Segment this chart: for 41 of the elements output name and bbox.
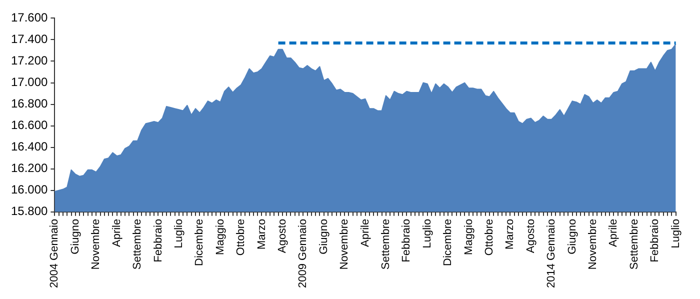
x-tick-label: Marzo bbox=[256, 218, 268, 250]
x-tick-label: Novembre bbox=[338, 218, 351, 270]
y-tick-label: 16.000 bbox=[11, 182, 48, 197]
x-tick-label: Aprile bbox=[608, 218, 620, 248]
x-tick-label: Giugno bbox=[566, 218, 578, 254]
y-tick-label: 15.800 bbox=[11, 204, 48, 218]
y-tick-label: 16.200 bbox=[11, 161, 48, 176]
x-tick-label: Novembre bbox=[90, 218, 102, 270]
x-tick-label: Maggio bbox=[462, 218, 475, 255]
x-tick-label: Luglio bbox=[421, 218, 434, 248]
x-tick-label: Febbraio bbox=[649, 218, 662, 262]
x-tick-label: Aprile bbox=[359, 218, 372, 248]
x-tick-label: Ottobre bbox=[235, 218, 248, 256]
y-tick-label: 16.600 bbox=[11, 118, 48, 132]
x-tick-label: Agosto bbox=[524, 218, 537, 254]
x-tick-label: Aprile bbox=[110, 218, 123, 248]
x-tick-label: Marzo bbox=[504, 218, 516, 250]
x-tick-label: Dicembre bbox=[194, 218, 206, 266]
x-tick-label: Febbraio bbox=[400, 218, 413, 262]
x-tick-label: Settembre bbox=[628, 218, 640, 270]
x-tick-label: Dicembre bbox=[442, 218, 454, 266]
x-tick-label: 2009 Gennaio bbox=[297, 218, 310, 288]
x-tick-label: Settembre bbox=[132, 218, 144, 270]
y-tick-label: 16.800 bbox=[11, 96, 48, 111]
x-tick-label: Luglio bbox=[172, 218, 185, 248]
y-tick-label: 17.400 bbox=[11, 32, 48, 46]
x-tick-label: Ottobre bbox=[484, 218, 496, 256]
x-tick-label: Febbraio bbox=[152, 218, 164, 262]
y-tick-label: 17.600 bbox=[11, 10, 48, 25]
y-tick-label: 17.200 bbox=[11, 54, 48, 68]
x-tick-label: Settembre bbox=[380, 218, 392, 270]
x-tick-label: Agosto bbox=[276, 218, 288, 254]
x-tick-label: Luglio bbox=[670, 218, 682, 248]
x-tick-label: Giugno bbox=[69, 218, 82, 254]
x-tick-label: Giugno bbox=[318, 218, 330, 254]
x-tick-label: Novembre bbox=[587, 218, 600, 270]
x-tick-label: 2014 Gennaio bbox=[546, 218, 558, 288]
y-tick-label: 16.400 bbox=[11, 140, 48, 154]
x-tick-label: 2004 Gennaio bbox=[48, 218, 61, 288]
x-tick-label: Maggio bbox=[214, 218, 226, 255]
y-tick-label: 17.000 bbox=[11, 75, 48, 90]
